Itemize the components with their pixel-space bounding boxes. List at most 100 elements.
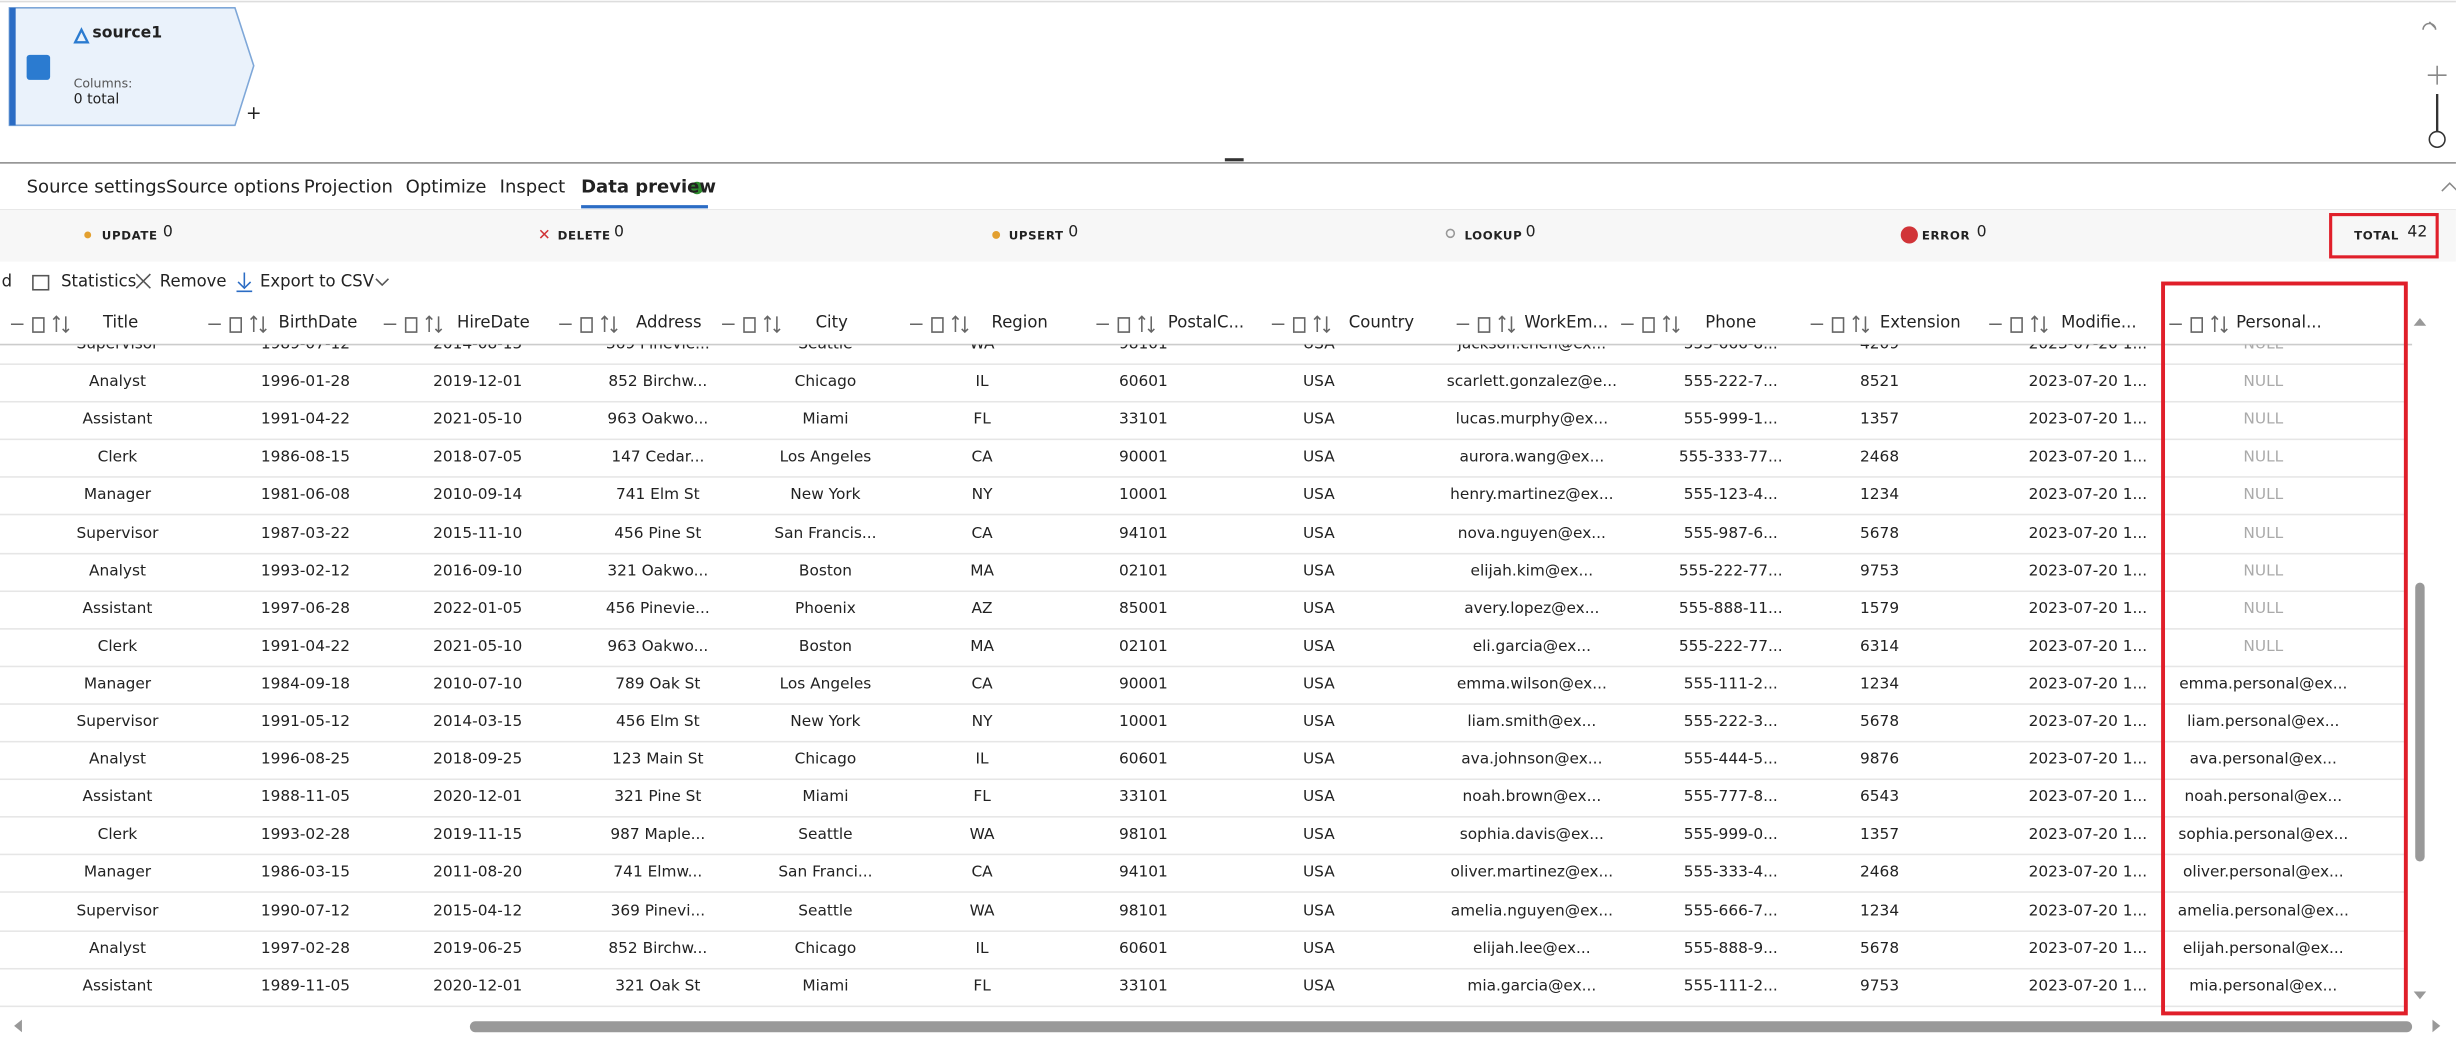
cell: 6314 bbox=[1860, 637, 1900, 656]
tab[interactable]: Projection bbox=[303, 175, 393, 198]
column-header[interactable]: HireDate bbox=[456, 313, 530, 333]
row-divider bbox=[0, 967, 2405, 969]
tab[interactable]: Inspect bbox=[499, 175, 566, 198]
column-header[interactable]: Address bbox=[636, 313, 702, 333]
cell: Analyst bbox=[88, 373, 146, 391]
cell: 2016-09-10 bbox=[433, 562, 523, 580]
cell: CA bbox=[971, 449, 993, 467]
cell: 1357 bbox=[1860, 826, 1900, 844]
tab[interactable]: Source settings bbox=[26, 175, 167, 198]
row-divider bbox=[0, 438, 2405, 441]
column-header[interactable]: PostalC... bbox=[1167, 313, 1245, 333]
cell: Manager bbox=[83, 864, 152, 882]
cell: 1579 bbox=[1860, 600, 1900, 618]
cell: IL bbox=[975, 939, 989, 958]
cell: WA bbox=[969, 826, 995, 844]
column-icons[interactable] bbox=[559, 315, 618, 334]
cell: Assistant bbox=[82, 788, 153, 807]
cell: 6543 bbox=[1860, 788, 1900, 807]
cell: Analyst bbox=[88, 562, 146, 580]
stat-value: 0 bbox=[1976, 223, 1987, 242]
tab[interactable]: Source options bbox=[166, 175, 300, 198]
cell: scarlett.gonzalez@e... bbox=[1446, 373, 1617, 391]
column-header[interactable]: Extension bbox=[1879, 313, 1961, 333]
tab[interactable]: Data preview bbox=[581, 175, 717, 198]
cell: 555-666-7... bbox=[1683, 902, 1778, 920]
cell: 2023-07-20 1... bbox=[2028, 751, 2148, 769]
cell: USA bbox=[1302, 788, 1335, 807]
stat-label: LOOKUP bbox=[1464, 228, 1523, 243]
column-header[interactable]: Phone bbox=[1705, 313, 1757, 333]
cell: NY bbox=[971, 713, 993, 731]
cell: USA bbox=[1302, 713, 1335, 731]
column-header[interactable]: City bbox=[815, 313, 848, 333]
cell: 2023-07-20 1... bbox=[2028, 902, 2148, 920]
cell: 2018-07-05 bbox=[433, 449, 523, 467]
cell: 555-333-4... bbox=[1683, 864, 1778, 882]
cell: 85001 bbox=[1118, 600, 1168, 618]
row-divider bbox=[0, 552, 2405, 554]
cell: Clerk bbox=[97, 826, 138, 844]
column-icons[interactable] bbox=[1456, 315, 1516, 334]
cell: liam.smith@ex... bbox=[1467, 713, 1597, 731]
cell: 555-222-3... bbox=[1683, 713, 1778, 731]
cell: 369 Pinevi... bbox=[610, 902, 706, 920]
cell: 2015-11-10 bbox=[433, 524, 523, 542]
cell: Chicago bbox=[794, 373, 857, 391]
cell: NY bbox=[971, 486, 993, 505]
column-icons[interactable] bbox=[910, 315, 969, 334]
cell: Clerk bbox=[97, 449, 138, 467]
column-icons[interactable] bbox=[1271, 315, 1331, 334]
column-header[interactable]: BirthDate bbox=[278, 313, 358, 333]
toolbar-button[interactable]: Export to CSV bbox=[260, 272, 375, 292]
stat-label: UPSERT bbox=[1008, 228, 1064, 243]
cell: 1990-07-12 bbox=[260, 902, 351, 920]
column-icons[interactable] bbox=[1810, 315, 1870, 334]
cell: 2023-07-20 1... bbox=[2028, 977, 2148, 995]
column-header[interactable]: Modifie... bbox=[2061, 313, 2137, 333]
cell: 1984-09-18 bbox=[260, 675, 351, 693]
column-icons[interactable] bbox=[208, 315, 267, 334]
column-icons[interactable] bbox=[1989, 315, 2048, 334]
cell: 2019-12-01 bbox=[433, 373, 523, 391]
column-icons[interactable] bbox=[1621, 315, 1680, 334]
cell: Analyst bbox=[88, 751, 146, 769]
cell: emma.wilson@ex... bbox=[1456, 675, 1607, 693]
cell: 2023-07-20 1... bbox=[2028, 637, 2148, 656]
cell: 60601 bbox=[1118, 939, 1168, 958]
column-header[interactable]: Country bbox=[1348, 313, 1415, 333]
cell: 2023-07-20 1... bbox=[2028, 524, 2148, 542]
cell: 2468 bbox=[1860, 449, 1900, 467]
cell: 1996-08-25 bbox=[260, 751, 351, 769]
toolbar-button[interactable]: Remove bbox=[159, 272, 227, 292]
column-icons[interactable] bbox=[10, 315, 70, 334]
column-icons[interactable] bbox=[383, 315, 443, 334]
column-header[interactable]: Title bbox=[102, 313, 139, 333]
cell: IL bbox=[975, 373, 989, 391]
column-icons[interactable] bbox=[722, 315, 781, 334]
column-icons[interactable] bbox=[1096, 315, 1155, 334]
cell: 555-444-5... bbox=[1683, 751, 1778, 769]
tab[interactable]: Optimize bbox=[405, 175, 487, 198]
toolbar-button[interactable]: Statistics bbox=[61, 272, 137, 292]
cell: jackson.chen@ex... bbox=[1457, 344, 1607, 354]
cell: 555-888-9... bbox=[1683, 939, 1778, 958]
cell: 98101 bbox=[1118, 902, 1168, 920]
node-columns-value: 0 total bbox=[73, 92, 120, 109]
column-icons[interactable] bbox=[2169, 315, 2228, 334]
cell: 9876 bbox=[1860, 751, 1900, 769]
stat-label: TOTAL bbox=[2354, 228, 2399, 243]
column-header[interactable]: Region bbox=[991, 313, 1048, 333]
cell: Miami bbox=[802, 977, 849, 995]
cell: 2015-04-12 bbox=[433, 902, 523, 920]
cell: 555-222-77... bbox=[1678, 562, 1783, 580]
cell: 98101 bbox=[1118, 826, 1168, 844]
cell: 94101 bbox=[1118, 864, 1168, 882]
cell: Assistant bbox=[82, 600, 153, 618]
cell: 2010-07-10 bbox=[433, 675, 523, 693]
cell: Manager bbox=[83, 486, 152, 505]
column-header[interactable]: Personal... bbox=[2236, 313, 2322, 333]
stat-value: 0 bbox=[1525, 223, 1536, 242]
column-header[interactable]: WorkEm... bbox=[1524, 313, 1609, 333]
